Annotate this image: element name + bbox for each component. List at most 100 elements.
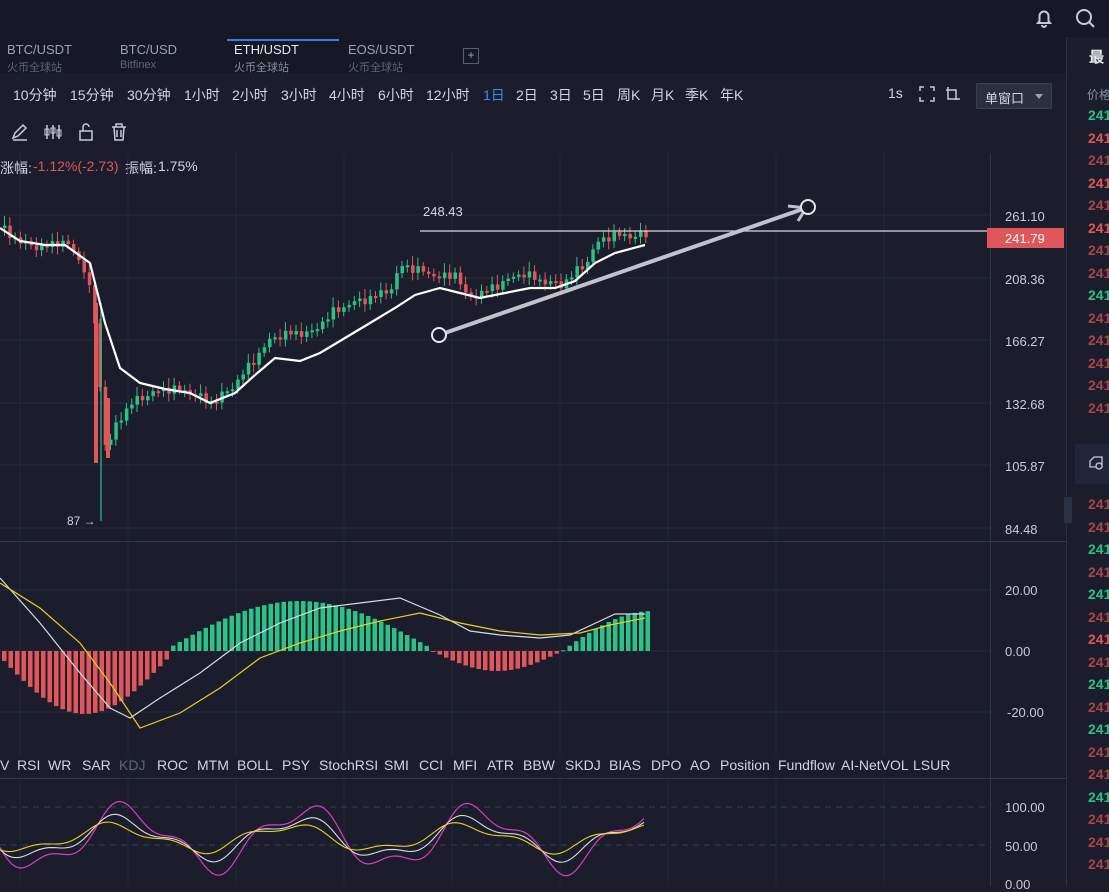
interval-5d[interactable]: 5日 bbox=[583, 87, 605, 103]
panel-collapse-handle[interactable] bbox=[1064, 497, 1072, 523]
indicator-kdj[interactable]: KDJ bbox=[119, 757, 146, 773]
indicator-cci[interactable]: CCI bbox=[419, 757, 444, 773]
indicator-v[interactable]: V bbox=[0, 757, 10, 773]
order-book-price[interactable]: 241 bbox=[1088, 586, 1109, 602]
interval-month[interactable]: 月K bbox=[651, 87, 675, 103]
order-book-price[interactable]: 241 bbox=[1088, 264, 1109, 281]
interval-4h[interactable]: 4小时 bbox=[329, 87, 365, 103]
indicator-mfi[interactable]: MFI bbox=[453, 757, 478, 773]
order-book-price[interactable]: 241 bbox=[1088, 152, 1109, 168]
trend-line[interactable] bbox=[437, 207, 805, 337]
order-book-price[interactable]: 241 bbox=[1088, 811, 1109, 827]
order-book-price[interactable]: 241 bbox=[1088, 743, 1109, 760]
order-book-price[interactable]: 241 bbox=[1088, 332, 1109, 348]
refresh-rate[interactable]: 1s bbox=[888, 85, 903, 101]
interval-2d[interactable]: 2日 bbox=[516, 87, 538, 103]
macd-bar bbox=[509, 651, 514, 670]
fullscreen-icon[interactable] bbox=[918, 85, 936, 103]
order-book-price[interactable]: 241 bbox=[1088, 856, 1109, 872]
order-book-price[interactable]: 241 bbox=[1088, 219, 1109, 236]
interval-3d[interactable]: 3日 bbox=[550, 87, 572, 103]
indicator-ai-netvol[interactable]: AI-NetVOL bbox=[841, 757, 909, 773]
indicator-boll[interactable]: BOLL bbox=[237, 757, 273, 773]
order-book-price[interactable]: 241 bbox=[1088, 354, 1109, 371]
trend-handle-end[interactable] bbox=[800, 199, 816, 215]
order-book-price[interactable]: 241 bbox=[1088, 698, 1109, 715]
order-book-price[interactable]: 241 bbox=[1088, 653, 1109, 670]
interval-1h[interactable]: 1小时 bbox=[184, 87, 220, 103]
interval-30m[interactable]: 30分钟 bbox=[127, 87, 171, 103]
pane-divider[interactable] bbox=[0, 541, 1066, 542]
indicator-ao[interactable]: AO bbox=[690, 757, 711, 773]
order-book-price[interactable]: 241 bbox=[1088, 833, 1109, 850]
indicator-fundflow[interactable]: Fundflow bbox=[778, 757, 835, 773]
order-book-price[interactable]: 241 bbox=[1088, 518, 1109, 535]
moving-average bbox=[0, 227, 646, 405]
interval-3h[interactable]: 3小时 bbox=[281, 87, 317, 103]
indicator-position[interactable]: Position bbox=[720, 757, 770, 773]
candle-body bbox=[596, 241, 601, 250]
interval-1d[interactable]: 1日 bbox=[483, 87, 505, 103]
search-icon[interactable] bbox=[1073, 6, 1097, 30]
order-book-price[interactable]: 241 bbox=[1088, 563, 1109, 580]
order-book-price[interactable]: 241 bbox=[1088, 107, 1109, 123]
depth-icon[interactable] bbox=[1088, 455, 1104, 471]
indicator-stochrsi[interactable]: StochRSI bbox=[319, 757, 379, 773]
order-book-price[interactable]: 241 bbox=[1088, 399, 1109, 416]
interval-15m[interactable]: 15分钟 bbox=[70, 87, 114, 103]
order-book-price[interactable]: 241 bbox=[1088, 174, 1109, 191]
interval-12h[interactable]: 12小时 bbox=[426, 87, 470, 103]
order-book-price[interactable]: 241 bbox=[1088, 721, 1109, 737]
order-book-price[interactable]: 241 bbox=[1088, 766, 1109, 782]
indicator-skdj[interactable]: SKDJ bbox=[565, 757, 601, 773]
indicator-mtm[interactable]: MTM bbox=[197, 757, 229, 773]
order-book-price[interactable]: 241 bbox=[1088, 608, 1109, 625]
order-book-price[interactable]: 241 bbox=[1088, 541, 1109, 557]
order-book-price[interactable]: 241 bbox=[1088, 242, 1109, 258]
interval-week[interactable]: 周K bbox=[617, 87, 641, 103]
indicator-bbw[interactable]: BBW bbox=[523, 757, 555, 773]
indicator-bias[interactable]: BIAS bbox=[609, 757, 641, 773]
order-book-price[interactable]: 241 bbox=[1088, 377, 1109, 393]
indicator-sar[interactable]: SAR bbox=[82, 757, 111, 773]
order-book-price[interactable]: 241 bbox=[1088, 676, 1109, 692]
indicator-psy[interactable]: PSY bbox=[282, 757, 311, 773]
order-book-price[interactable]: 241 bbox=[1088, 309, 1109, 326]
interval-6h[interactable]: 6小时 bbox=[378, 87, 414, 103]
window-select[interactable]: 单窗口 bbox=[976, 83, 1052, 109]
indicator-smi[interactable]: SMI bbox=[384, 757, 409, 773]
interval-2h[interactable]: 2小时 bbox=[232, 87, 268, 103]
tab-eth-usdt[interactable]: ETH/USDT 火币全球站 bbox=[227, 39, 339, 74]
order-book-price[interactable]: 241 bbox=[1088, 496, 1109, 512]
order-book-price[interactable]: 241 bbox=[1088, 129, 1109, 146]
indicator-rsi[interactable]: RSI bbox=[17, 757, 41, 773]
order-book-price[interactable]: 241 bbox=[1088, 287, 1109, 303]
interval-10m[interactable]: 10分钟 bbox=[13, 87, 57, 103]
candle-tool-icon[interactable] bbox=[42, 121, 64, 143]
price-axis-label: 132.68 bbox=[1005, 397, 1045, 412]
indicator-dpo[interactable]: DPO bbox=[651, 757, 682, 773]
tab-btc-usd[interactable]: BTC/USD Bitfinex bbox=[113, 41, 225, 71]
interval-year[interactable]: 年K bbox=[720, 87, 744, 103]
tab-btc-usdt[interactable]: BTC/USDT 火币全球站 bbox=[0, 41, 112, 74]
bell-icon[interactable] bbox=[1032, 6, 1056, 30]
indicator-roc[interactable]: ROC bbox=[157, 757, 189, 773]
indicator-atr[interactable]: ATR bbox=[487, 757, 514, 773]
pencil-icon[interactable] bbox=[9, 121, 31, 143]
screenshot-icon[interactable] bbox=[944, 85, 962, 103]
order-book-price[interactable]: 241 bbox=[1088, 788, 1109, 805]
tab-eos-usdt[interactable]: EOS/USDT 火币全球站 bbox=[341, 41, 453, 74]
unlock-icon[interactable] bbox=[75, 121, 97, 143]
indicator-wr[interactable]: WR bbox=[48, 757, 72, 773]
add-tab-button[interactable]: + bbox=[463, 48, 479, 64]
interval-quarter[interactable]: 季K bbox=[685, 87, 709, 103]
candle-body bbox=[215, 401, 219, 404]
trash-icon[interactable] bbox=[108, 121, 130, 143]
price-chart[interactable]: 248.43 87 → bbox=[0, 153, 990, 886]
pane-divider[interactable] bbox=[0, 778, 1066, 779]
order-book-price[interactable]: 241 bbox=[1088, 197, 1109, 213]
indicator-lsur[interactable]: LSUR bbox=[913, 757, 951, 773]
order-book-price[interactable]: 241 bbox=[1088, 631, 1109, 647]
candle-body bbox=[225, 391, 230, 394]
trend-handle-start[interactable] bbox=[431, 327, 447, 343]
